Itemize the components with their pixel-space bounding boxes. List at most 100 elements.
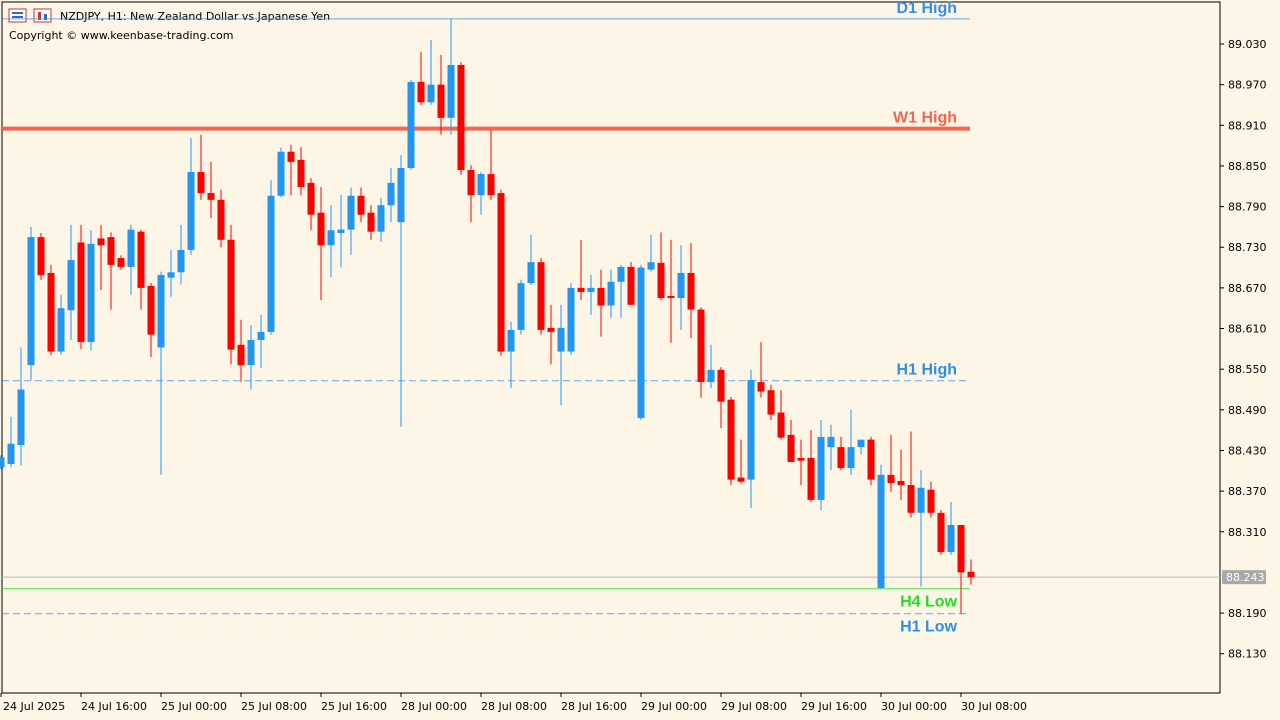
candle-body: [457, 65, 465, 171]
candle-body: [47, 272, 55, 352]
candle-body: [877, 474, 885, 588]
candle-body: [687, 272, 695, 310]
candle-body: [577, 287, 585, 292]
x-tick-label: 28 Jul 08:00: [481, 700, 547, 713]
candle-body: [887, 474, 895, 483]
candle-body: [487, 174, 495, 196]
candle-body: [547, 327, 555, 332]
icon: [33, 8, 52, 23]
x-tick-label: 29 Jul 00:00: [641, 700, 707, 713]
candle-body: [657, 262, 665, 299]
candle-body: [137, 231, 145, 288]
candle-body: [757, 382, 765, 392]
y-tick-label: 88.130: [1228, 648, 1267, 661]
y-tick-label: 88.610: [1228, 323, 1267, 336]
candle-body: [837, 447, 845, 469]
y-tick-label: 88.970: [1228, 79, 1267, 92]
icon-part: [12, 16, 23, 18]
y-tick-label: 88.910: [1228, 119, 1267, 132]
candle-body: [747, 380, 755, 480]
candle-body: [397, 167, 405, 223]
candle-body: [497, 193, 505, 352]
candle-body: [967, 571, 975, 578]
candle-body: [317, 212, 325, 246]
candle-body: [947, 524, 955, 553]
candle-body: [647, 262, 655, 270]
candle-body: [917, 487, 925, 513]
y-tick-label: 88.670: [1228, 282, 1267, 295]
icon-part: [38, 12, 41, 20]
candle-body: [697, 309, 705, 383]
y-tick-label: 88.370: [1228, 485, 1267, 498]
candle-body: [57, 308, 65, 352]
copyright: Copyright © www.keenbase-trading.com: [9, 29, 233, 42]
level-label: W1 High: [893, 110, 957, 127]
candle-body: [897, 480, 905, 486]
candle-body: [377, 205, 385, 232]
candle-body: [197, 172, 205, 194]
x-tick-label: 29 Jul 16:00: [801, 700, 867, 713]
candle-body: [257, 331, 265, 341]
candle-body: [817, 436, 825, 500]
candle-body: [247, 340, 255, 366]
level-label: H1 High: [897, 362, 957, 379]
y-tick-label: 88.850: [1228, 160, 1267, 173]
candle-body: [287, 151, 295, 162]
candle-body: [627, 266, 635, 305]
level-label: H1 Low: [900, 619, 957, 636]
candle-body: [7, 443, 15, 465]
candle-body: [707, 369, 715, 383]
last-price-label: 88.243: [1226, 571, 1265, 584]
x-tick-label: 25 Jul 16:00: [321, 700, 387, 713]
x-tick-label: 28 Jul 16:00: [561, 700, 627, 713]
candle-body: [637, 267, 645, 418]
candle-body: [117, 258, 125, 267]
candle-body: [587, 287, 595, 292]
candle-body: [537, 262, 545, 330]
candle-body: [597, 287, 605, 306]
candle-body: [727, 399, 735, 480]
candle-body: [777, 412, 785, 438]
candle-body: [187, 172, 195, 250]
candle-body: [297, 159, 305, 187]
candle-body: [27, 237, 35, 366]
candle-body: [0, 457, 5, 468]
candle-body: [157, 275, 165, 348]
chart-title: NZDJPY, H1: New Zealand Dollar vs Japane…: [60, 10, 330, 23]
candle-body: [207, 193, 215, 200]
candle-body: [787, 434, 795, 462]
candle-body: [237, 344, 245, 366]
candle-body: [387, 182, 395, 206]
candle-body: [37, 237, 45, 276]
candle-body: [417, 81, 425, 103]
candle-body: [737, 477, 745, 482]
candle-body: [227, 239, 235, 350]
candle-body: [467, 170, 475, 196]
candle-body: [437, 84, 445, 118]
y-tick-label: 88.490: [1228, 404, 1267, 417]
y-tick-label: 88.550: [1228, 363, 1267, 376]
candle-body: [527, 262, 535, 284]
candle-body: [127, 229, 135, 267]
candle-body: [267, 195, 275, 332]
icon-part: [44, 14, 47, 20]
candle-body: [517, 283, 525, 330]
candle-body: [717, 369, 725, 402]
y-tick-label: 88.730: [1228, 241, 1267, 254]
candle-body: [337, 229, 345, 234]
candle-body: [827, 436, 835, 448]
candle-body: [177, 249, 185, 273]
y-tick-label: 88.430: [1228, 444, 1267, 457]
candle-body: [107, 237, 115, 265]
candle-body: [617, 266, 625, 282]
icon: [8, 8, 27, 23]
candle-body: [327, 230, 335, 246]
candle-body: [87, 243, 95, 343]
candle-body: [847, 447, 855, 469]
x-tick-label: 25 Jul 00:00: [161, 700, 227, 713]
y-tick-label: 89.030: [1228, 38, 1267, 51]
candle-body: [307, 182, 315, 215]
candle-body: [17, 389, 25, 446]
